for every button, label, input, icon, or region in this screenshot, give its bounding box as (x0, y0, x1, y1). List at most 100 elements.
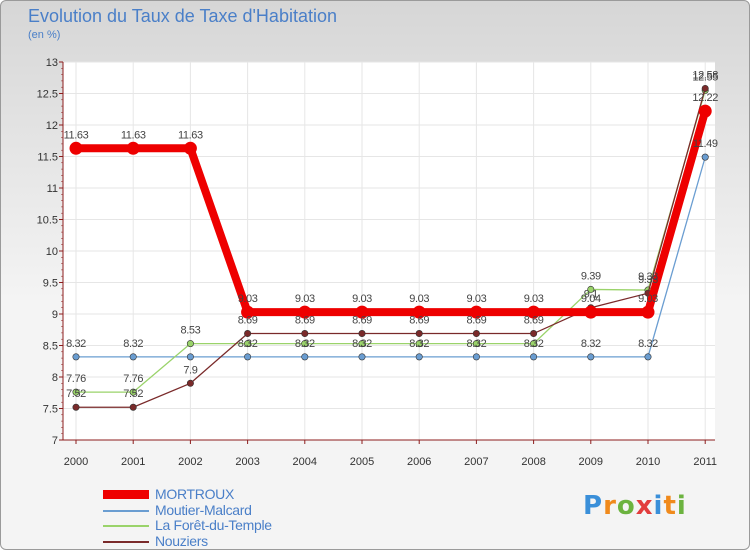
y-tick-label: 12 (46, 120, 58, 132)
data-label: 7.76 (66, 373, 86, 385)
proxiti-logo: Proxiti (583, 491, 687, 521)
data-label: 8.32 (123, 338, 143, 350)
data-point (701, 153, 709, 161)
data-label: 9.03 (466, 293, 486, 305)
legend-swatch (103, 509, 149, 512)
legend-swatch (103, 490, 149, 499)
data-label: 9.03 (295, 293, 315, 305)
y-tick-label: 11.5 (37, 152, 58, 164)
legend-label: Moutier-Malcard (155, 501, 252, 518)
data-point (469, 305, 483, 319)
x-tick-label: 2001 (121, 456, 145, 468)
data-point (530, 330, 538, 338)
y-tick-label: 8.5 (43, 341, 58, 353)
data-label: 8.53 (180, 325, 200, 337)
x-tick-label: 2003 (235, 456, 259, 468)
data-label: 9.1 (584, 289, 598, 301)
data-point (301, 330, 309, 338)
data-point (644, 353, 652, 361)
x-tick-label: 2010 (636, 456, 660, 468)
data-point (129, 403, 137, 411)
x-tick-label: 2000 (64, 456, 88, 468)
data-label: 8.32 (295, 338, 315, 350)
x-tick-label: 2009 (579, 456, 603, 468)
series-line-nouziers (76, 88, 706, 408)
data-point (129, 353, 137, 361)
y-tick-label: 12.5 (37, 89, 58, 101)
data-point (298, 305, 312, 319)
data-label: 8.69 (466, 315, 486, 327)
data-point (530, 340, 538, 348)
data-point (472, 353, 480, 361)
data-point (358, 340, 366, 348)
data-label: 12.22 (692, 92, 718, 104)
data-label: 8.32 (466, 338, 486, 350)
legend-label: La Forêt-du-Temple (155, 517, 272, 533)
data-label: 8.69 (352, 315, 372, 327)
series-line-la-for-t-du-temple (76, 90, 706, 393)
data-point (415, 330, 423, 338)
y-tick-label: 10.5 (37, 215, 58, 227)
data-point (584, 305, 598, 319)
x-tick-label: 2011 (693, 456, 717, 468)
data-label: 9.03 (238, 293, 258, 305)
x-tick-label: 2005 (350, 456, 374, 468)
y-tick-label: 10 (46, 246, 58, 258)
data-label: 8.69 (409, 315, 429, 327)
legend-label: Nouziers (155, 532, 208, 549)
data-point (72, 403, 80, 411)
data-label: 8.69 (524, 315, 544, 327)
data-label: 9.03 (409, 293, 429, 305)
data-label: 9.39 (581, 270, 601, 282)
data-point (72, 353, 80, 361)
series-line-mortroux (76, 110, 710, 317)
data-point (412, 305, 426, 319)
data-point (129, 388, 137, 396)
data-point (530, 353, 538, 361)
data-label: 9.03 (638, 293, 658, 305)
data-label: 11.63 (64, 129, 89, 141)
data-label: 12.55 (692, 71, 718, 83)
chart-title: Evolution du Taux de Taxe d'Habitation (28, 6, 337, 26)
data-point (587, 285, 595, 293)
data-point (186, 340, 194, 348)
x-tick-label: 2006 (407, 456, 431, 468)
data-point (698, 104, 712, 118)
data-point (301, 353, 309, 361)
data-label: 9.03 (352, 293, 372, 305)
data-label: 7.52 (66, 388, 86, 400)
y-tick-label: 9 (52, 309, 58, 321)
data-point (186, 353, 194, 361)
y-tick-label: 11 (47, 183, 58, 195)
data-label: 9.04 (581, 293, 601, 305)
data-label: 11.63 (178, 129, 203, 141)
data-point (415, 353, 423, 361)
data-label: 12.58 (692, 69, 718, 81)
data-label: 8.69 (238, 315, 258, 327)
x-tick-label: 2008 (521, 456, 545, 468)
x-tick-label: 2002 (178, 456, 202, 468)
data-label: 8.32 (66, 338, 86, 350)
data-label: 8.32 (524, 338, 544, 350)
data-point (701, 84, 709, 92)
data-label: 8.32 (409, 338, 429, 350)
data-label: 9.33 (638, 274, 658, 286)
data-label: 9.03 (524, 293, 544, 305)
data-point (358, 353, 366, 361)
data-point (183, 141, 197, 155)
y-tick-label: 8 (52, 372, 58, 384)
y-tick-label: 7.5 (43, 404, 58, 416)
data-point (244, 340, 252, 348)
data-point (244, 353, 252, 361)
data-point (358, 330, 366, 338)
data-label: 7.9 (183, 364, 197, 376)
data-point (72, 388, 80, 396)
x-tick-label: 2007 (464, 456, 488, 468)
data-point (355, 305, 369, 319)
data-point (641, 305, 655, 319)
data-point (244, 330, 252, 338)
data-point (415, 340, 423, 348)
data-point (527, 305, 541, 319)
data-label: 9.38 (638, 271, 658, 283)
